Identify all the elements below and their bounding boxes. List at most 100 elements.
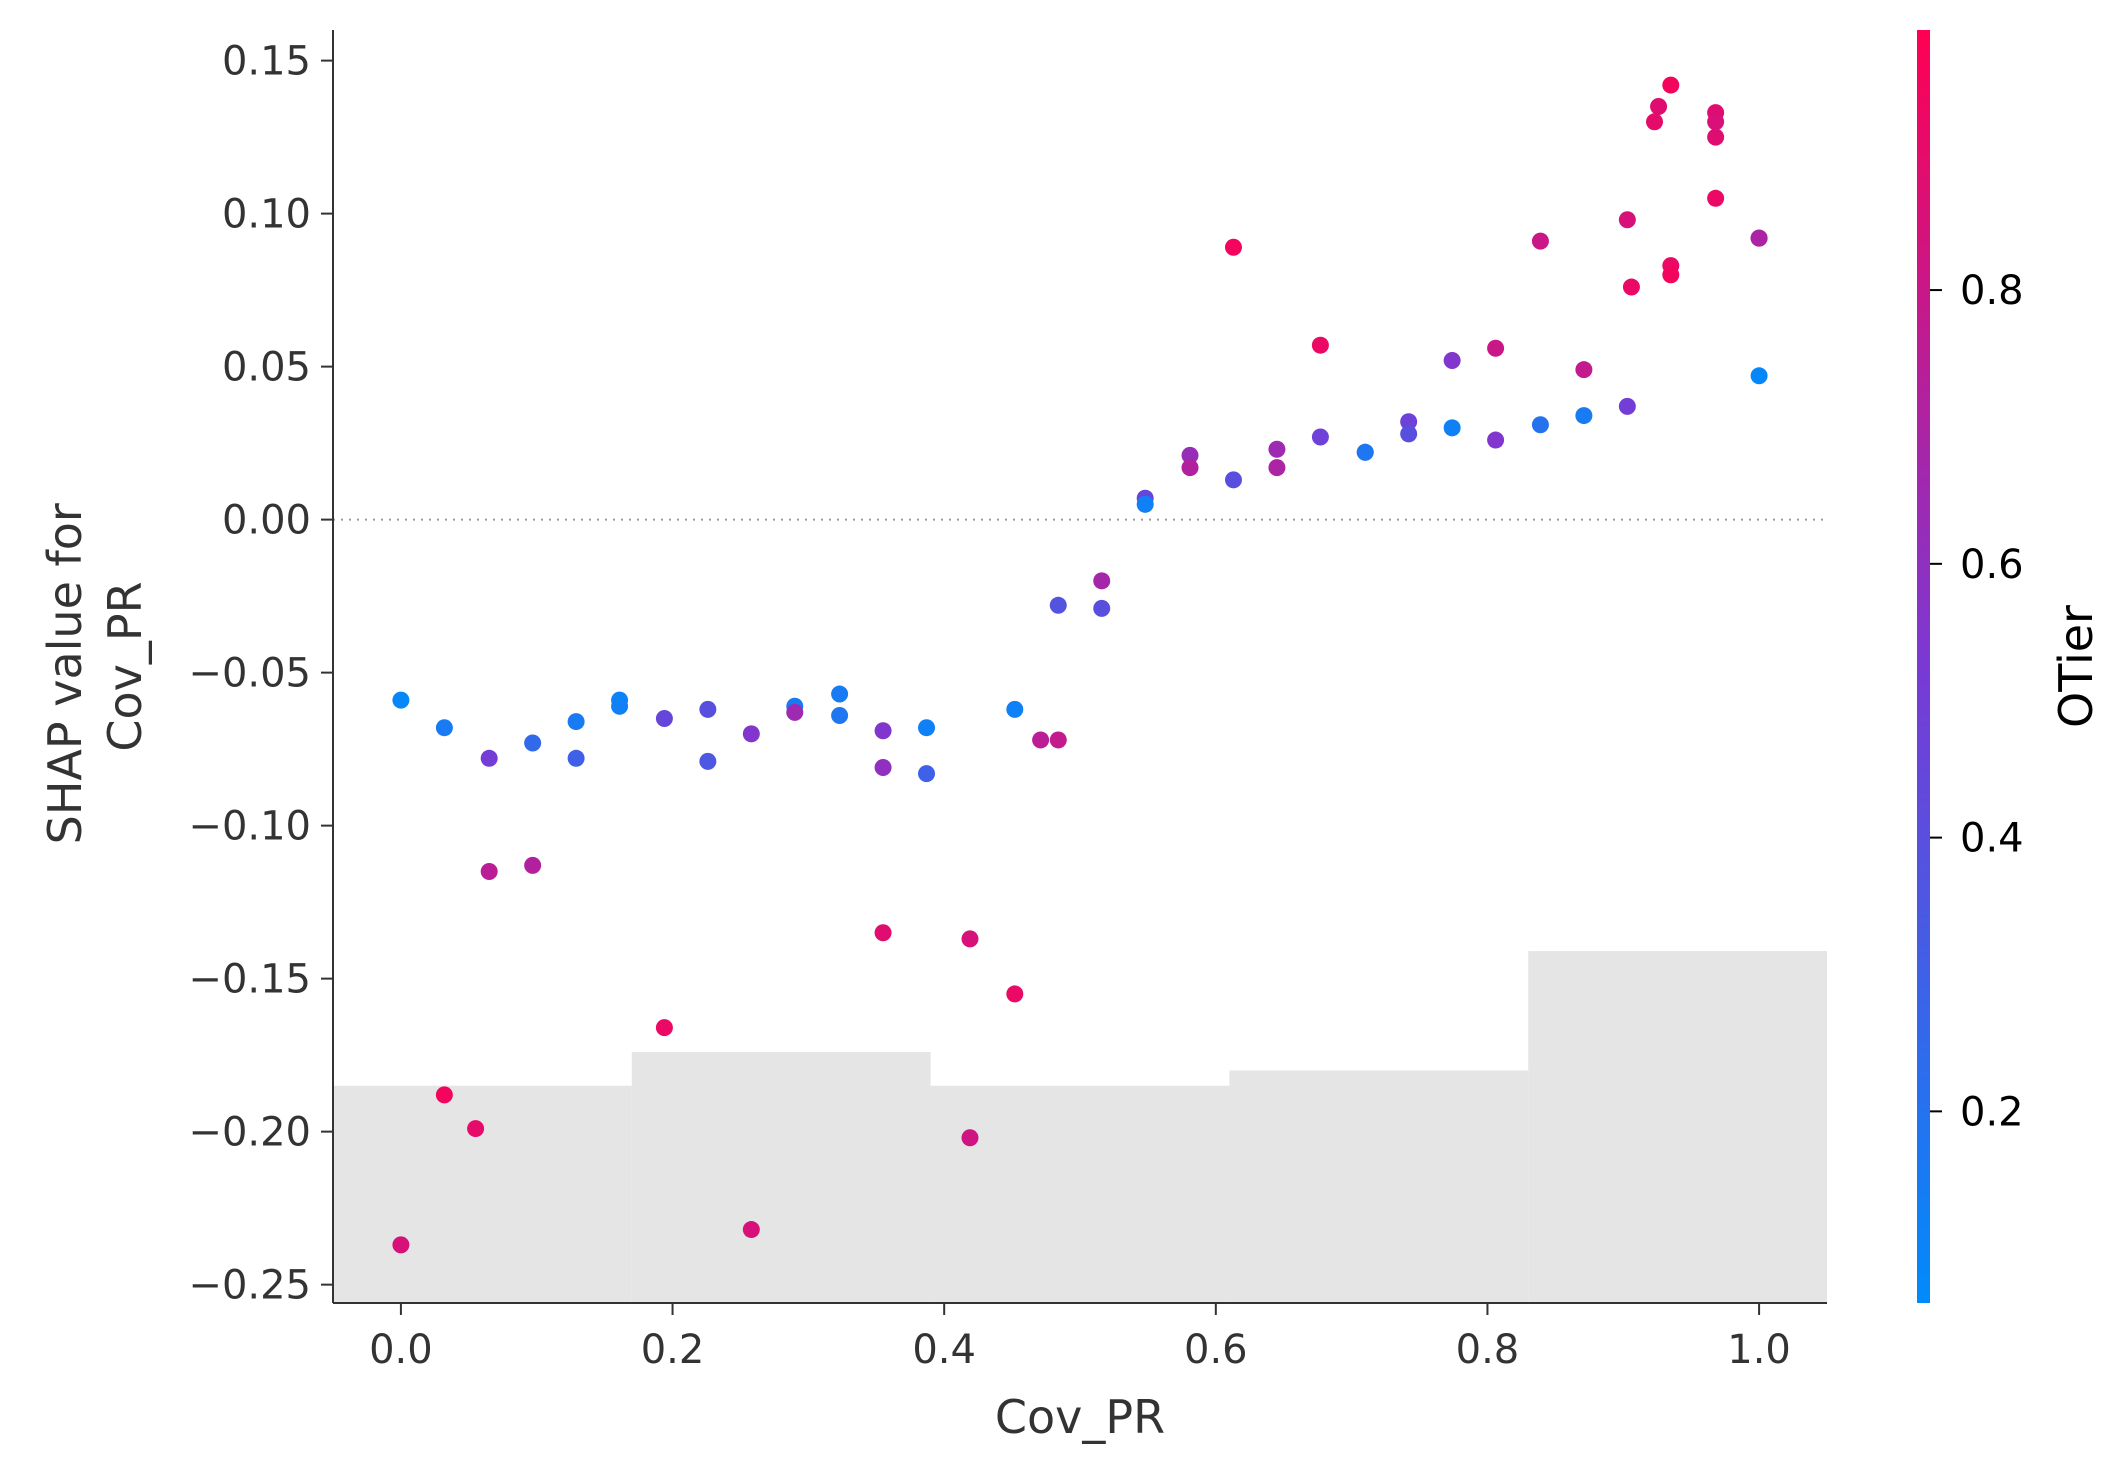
scatter-point-0 bbox=[392, 691, 410, 709]
scatter-point-29 bbox=[961, 1129, 979, 1147]
colorbar-title: OTier bbox=[2049, 605, 2103, 728]
histogram-bin-0 bbox=[333, 1085, 632, 1303]
histogram-bin-3 bbox=[1229, 1070, 1529, 1303]
scatter-point-28 bbox=[961, 930, 979, 948]
y-tick-label: −0.05 bbox=[188, 651, 311, 697]
scatter-points bbox=[392, 76, 1768, 1254]
scatter-point-66 bbox=[1662, 266, 1680, 284]
scatter-point-69 bbox=[1707, 128, 1725, 146]
scatter-point-49 bbox=[1400, 413, 1418, 431]
scatter-point-36 bbox=[1093, 599, 1111, 617]
x-tick-label: 0.8 bbox=[1456, 1327, 1520, 1373]
scatter-point-57 bbox=[1575, 361, 1593, 379]
scatter-point-6 bbox=[480, 863, 498, 881]
scatter-point-46 bbox=[1311, 428, 1329, 446]
scatter-point-60 bbox=[1618, 397, 1636, 415]
scatter-point-68 bbox=[1707, 113, 1725, 131]
scatter-point-63 bbox=[1650, 98, 1668, 116]
scatter-point-62 bbox=[1646, 113, 1664, 131]
scatter-point-50 bbox=[1400, 425, 1418, 443]
histogram-bin-4 bbox=[1528, 951, 1827, 1303]
scatter-point-70 bbox=[1707, 189, 1725, 207]
scatter-point-12 bbox=[611, 697, 629, 715]
scatter-point-54 bbox=[1487, 431, 1505, 449]
colorbar: 0.2 0.4 0.6 0.8 OTier bbox=[1917, 30, 2103, 1303]
scatter-point-10 bbox=[567, 749, 585, 767]
x-axis-title: Cov_PR bbox=[995, 1390, 1165, 1444]
y-tick-label: 0.15 bbox=[222, 39, 311, 85]
scatter-point-5 bbox=[480, 749, 498, 767]
scatter-point-31 bbox=[1006, 985, 1024, 1003]
scatter-point-73 bbox=[1750, 367, 1768, 385]
colorbar-tick-label: 0.2 bbox=[1960, 1089, 2024, 1135]
scatter-point-33 bbox=[1049, 731, 1067, 749]
scatter-point-43 bbox=[1268, 440, 1286, 458]
scatter-point-20 bbox=[786, 703, 804, 721]
y-tick-label: 0.10 bbox=[222, 192, 311, 238]
scatter-point-55 bbox=[1531, 232, 1549, 250]
scatter-point-23 bbox=[874, 722, 892, 740]
scatter-point-41 bbox=[1224, 238, 1242, 256]
scatter-point-25 bbox=[874, 924, 892, 942]
scatter-point-40 bbox=[1181, 459, 1199, 477]
y-tick-label: −0.10 bbox=[188, 804, 311, 850]
y-tick-label: −0.15 bbox=[188, 957, 311, 1003]
scatter-point-51 bbox=[1443, 351, 1461, 369]
colorbar-tick-label: 0.8 bbox=[1960, 268, 2024, 314]
scatter-point-4 bbox=[467, 1120, 485, 1138]
y-axis-title-line-2: Cov_PR bbox=[98, 581, 152, 751]
y-tick-label: 0.00 bbox=[222, 498, 311, 544]
y-tick-label: −0.25 bbox=[188, 1263, 311, 1309]
histogram-bin-1 bbox=[631, 1052, 931, 1303]
scatter-point-15 bbox=[699, 700, 717, 718]
x-tick-label: 0.2 bbox=[641, 1327, 705, 1373]
scatter-point-26 bbox=[918, 719, 936, 737]
scatter-point-30 bbox=[1006, 700, 1024, 718]
plot-axes: 0.0 0.2 0.4 0.6 0.8 1.0 0.15 0.10 0.05 0.00 −0.05… bbox=[188, 30, 1827, 1373]
y-tick-label: 0.05 bbox=[222, 345, 311, 391]
x-tick-label: 0.6 bbox=[1184, 1327, 1248, 1373]
scatter-point-32 bbox=[1032, 731, 1050, 749]
scatter-point-8 bbox=[524, 856, 542, 874]
scatter-point-7 bbox=[524, 734, 542, 752]
colorbar-tick-label: 0.6 bbox=[1960, 542, 2024, 588]
scatter-point-13 bbox=[655, 710, 673, 728]
scatter-point-35 bbox=[1093, 572, 1111, 590]
colorbar-gradient bbox=[1917, 30, 1930, 1303]
x-tick-label: 0.0 bbox=[369, 1327, 433, 1373]
scatter-point-34 bbox=[1049, 596, 1067, 614]
scatter-point-27 bbox=[918, 765, 936, 783]
scatter-point-52 bbox=[1443, 419, 1461, 437]
x-axis-ticks: 0.0 0.2 0.4 0.6 0.8 1.0 bbox=[369, 1303, 1791, 1373]
y-tick-label: −0.20 bbox=[188, 1110, 311, 1156]
scatter-point-38 bbox=[1136, 495, 1154, 513]
scatter-point-39 bbox=[1181, 446, 1199, 464]
scatter-point-64 bbox=[1662, 76, 1680, 94]
scatter-point-3 bbox=[435, 1086, 453, 1104]
y-axis-ticks: 0.15 0.10 0.05 0.00 −0.05 −0.10 −0.15 −0.20 −0.2… bbox=[188, 39, 333, 1309]
y-axis-title: SHAP value for Cov_PR bbox=[38, 489, 152, 845]
scatter-point-58 bbox=[1575, 407, 1593, 425]
histogram-background bbox=[333, 951, 1827, 1303]
x-tick-label: 1.0 bbox=[1727, 1327, 1791, 1373]
scatter-point-22 bbox=[831, 706, 849, 724]
scatter-point-53 bbox=[1487, 339, 1505, 357]
colorbar-ticks: 0.2 0.4 0.6 0.8 bbox=[1930, 268, 2024, 1135]
scatter-point-21 bbox=[831, 685, 849, 703]
scatter-point-18 bbox=[742, 1221, 760, 1239]
scatter-point-16 bbox=[699, 752, 717, 770]
scatter-point-44 bbox=[1268, 459, 1286, 477]
scatter-point-45 bbox=[1311, 336, 1329, 354]
scatter-point-61 bbox=[1622, 278, 1640, 296]
scatter-point-9 bbox=[567, 713, 585, 731]
scatter-point-2 bbox=[435, 719, 453, 737]
histogram-bin-2 bbox=[930, 1085, 1230, 1303]
colorbar-tick-label: 0.4 bbox=[1960, 816, 2024, 862]
scatter-point-72 bbox=[1750, 229, 1768, 247]
scatter-point-17 bbox=[742, 725, 760, 743]
scatter-point-56 bbox=[1531, 416, 1549, 434]
scatter-point-14 bbox=[655, 1019, 673, 1037]
scatter-point-1 bbox=[392, 1236, 410, 1254]
x-tick-label: 0.4 bbox=[912, 1327, 976, 1373]
